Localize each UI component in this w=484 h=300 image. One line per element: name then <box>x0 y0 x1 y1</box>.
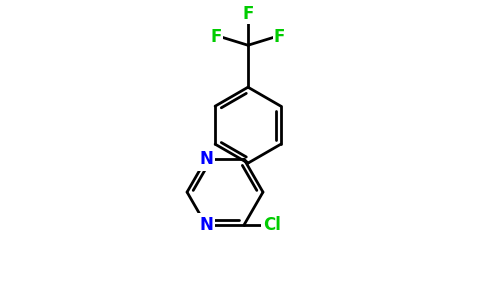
Text: F: F <box>274 28 286 46</box>
Text: N: N <box>199 150 213 168</box>
Text: F: F <box>242 5 254 23</box>
Text: F: F <box>211 28 222 46</box>
Text: N: N <box>199 216 213 234</box>
Text: Cl: Cl <box>263 216 281 234</box>
